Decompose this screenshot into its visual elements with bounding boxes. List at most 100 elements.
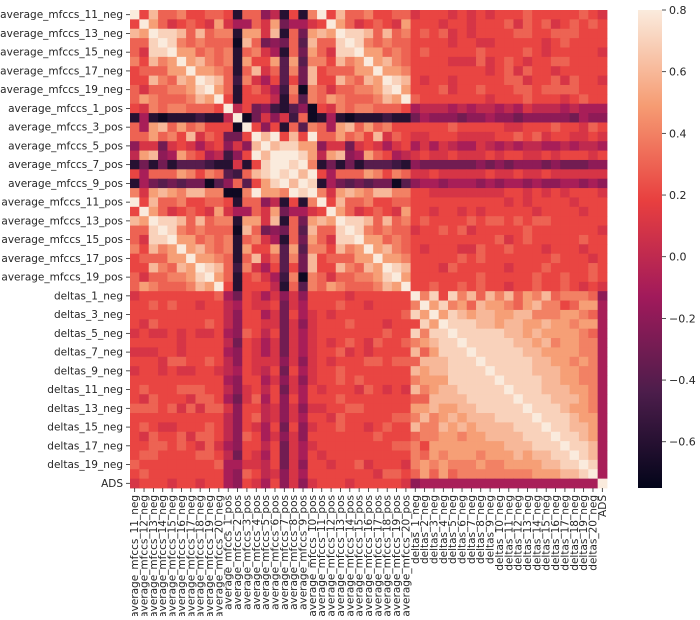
heatmap-cell <box>401 384 411 395</box>
heatmap-cell <box>410 159 421 170</box>
heatmap-cell <box>232 159 243 170</box>
heatmap-cell <box>448 413 458 423</box>
heatmap-cell <box>569 366 580 376</box>
heatmap-cell <box>504 75 514 86</box>
heatmap-cell <box>317 478 327 489</box>
heatmap-cell <box>176 272 187 283</box>
heatmap-cell <box>448 28 458 39</box>
heatmap-cell <box>466 28 477 39</box>
heatmap-cell <box>251 122 262 133</box>
heatmap-cell <box>466 47 477 58</box>
heatmap-cell <box>588 469 599 480</box>
heatmap-cell <box>158 150 168 161</box>
heatmap-cell <box>522 66 533 77</box>
heatmap-cell <box>597 413 608 423</box>
heatmap-cell <box>485 413 496 423</box>
heatmap-cell <box>513 141 524 151</box>
heatmap-cell <box>345 10 355 20</box>
heatmap-cell <box>251 413 262 423</box>
heatmap-cell <box>513 478 524 489</box>
heatmap-cell <box>382 197 393 208</box>
heatmap-cell <box>195 38 206 48</box>
heatmap-cell <box>550 263 561 273</box>
heatmap-cell <box>186 478 196 489</box>
heatmap-cell <box>167 56 178 67</box>
heatmap-cell <box>354 188 365 198</box>
heatmap-cell <box>438 10 449 20</box>
heatmap-cell <box>148 253 159 264</box>
heatmap-cell <box>204 178 215 189</box>
heatmap-cell <box>504 478 514 489</box>
heatmap-cell <box>588 413 599 423</box>
heatmap-cell <box>232 206 243 217</box>
heatmap-cell <box>130 47 140 58</box>
heatmap-cell <box>457 10 468 20</box>
heatmap-cell <box>597 216 608 226</box>
heatmap-cell <box>532 197 542 208</box>
heatmap-cell <box>532 94 542 105</box>
heatmap-cell <box>176 225 187 236</box>
heatmap-cell <box>401 169 411 180</box>
heatmap-cell <box>438 122 449 133</box>
heatmap-cell <box>494 131 505 142</box>
heatmap-cell <box>139 450 150 461</box>
heatmap-cell <box>326 272 337 283</box>
heatmap-cell <box>167 338 178 348</box>
heatmap-cell <box>588 300 599 311</box>
heatmap-cell <box>289 19 299 30</box>
heatmap-cell <box>289 141 299 151</box>
heatmap-cell <box>448 38 458 48</box>
heatmap-cell <box>560 319 570 330</box>
heatmap-cell <box>410 319 421 330</box>
heatmap-cell <box>345 356 355 367</box>
heatmap-cell <box>476 309 486 320</box>
heatmap-cell <box>522 253 533 264</box>
heatmap-cell <box>317 441 327 451</box>
heatmap-cell <box>186 150 196 161</box>
heatmap-cell <box>186 366 196 376</box>
heatmap-cell <box>260 94 271 105</box>
heatmap-cell <box>578 422 589 433</box>
heatmap-cell <box>588 356 599 367</box>
heatmap-cell <box>186 319 196 330</box>
heatmap-cell <box>363 309 374 320</box>
heatmap-cell <box>513 94 524 105</box>
heatmap-cell <box>560 19 570 30</box>
heatmap-cell <box>223 366 234 376</box>
heatmap-cell <box>522 394 533 405</box>
heatmap-cell <box>560 197 570 208</box>
heatmap-cell <box>410 94 421 105</box>
heatmap-cell <box>419 394 430 405</box>
heatmap-cell <box>541 84 552 95</box>
heatmap-cell <box>270 178 281 189</box>
heatmap-cell <box>550 131 561 142</box>
heatmap-cell <box>242 141 252 151</box>
heatmap-cell <box>214 291 224 301</box>
heatmap-cell <box>419 141 430 151</box>
heatmap-cell <box>466 403 477 414</box>
heatmap-cell <box>167 300 178 311</box>
heatmap-cell <box>391 338 402 348</box>
heatmap-cell <box>289 113 299 123</box>
heatmap-cell <box>578 113 589 123</box>
heatmap-cell <box>317 413 327 423</box>
heatmap-cell <box>260 38 271 48</box>
heatmap-cell <box>167 94 178 105</box>
heatmap-cell <box>494 366 505 376</box>
heatmap-cell <box>242 131 252 142</box>
heatmap-cell <box>242 431 252 442</box>
heatmap-cell <box>317 225 327 236</box>
heatmap-cell <box>270 169 281 180</box>
heatmap-cell <box>504 19 514 30</box>
heatmap-cell <box>317 56 327 67</box>
heatmap-cell <box>214 169 224 180</box>
heatmap-cell <box>298 459 309 470</box>
heatmap-cell <box>476 169 486 180</box>
heatmap-cell <box>232 422 243 433</box>
heatmap-cell <box>588 28 599 39</box>
heatmap-cell <box>494 403 505 414</box>
heatmap-cell <box>270 216 281 226</box>
heatmap-cell <box>457 394 468 405</box>
heatmap-cell <box>279 122 290 133</box>
heatmap-cell <box>335 244 346 255</box>
